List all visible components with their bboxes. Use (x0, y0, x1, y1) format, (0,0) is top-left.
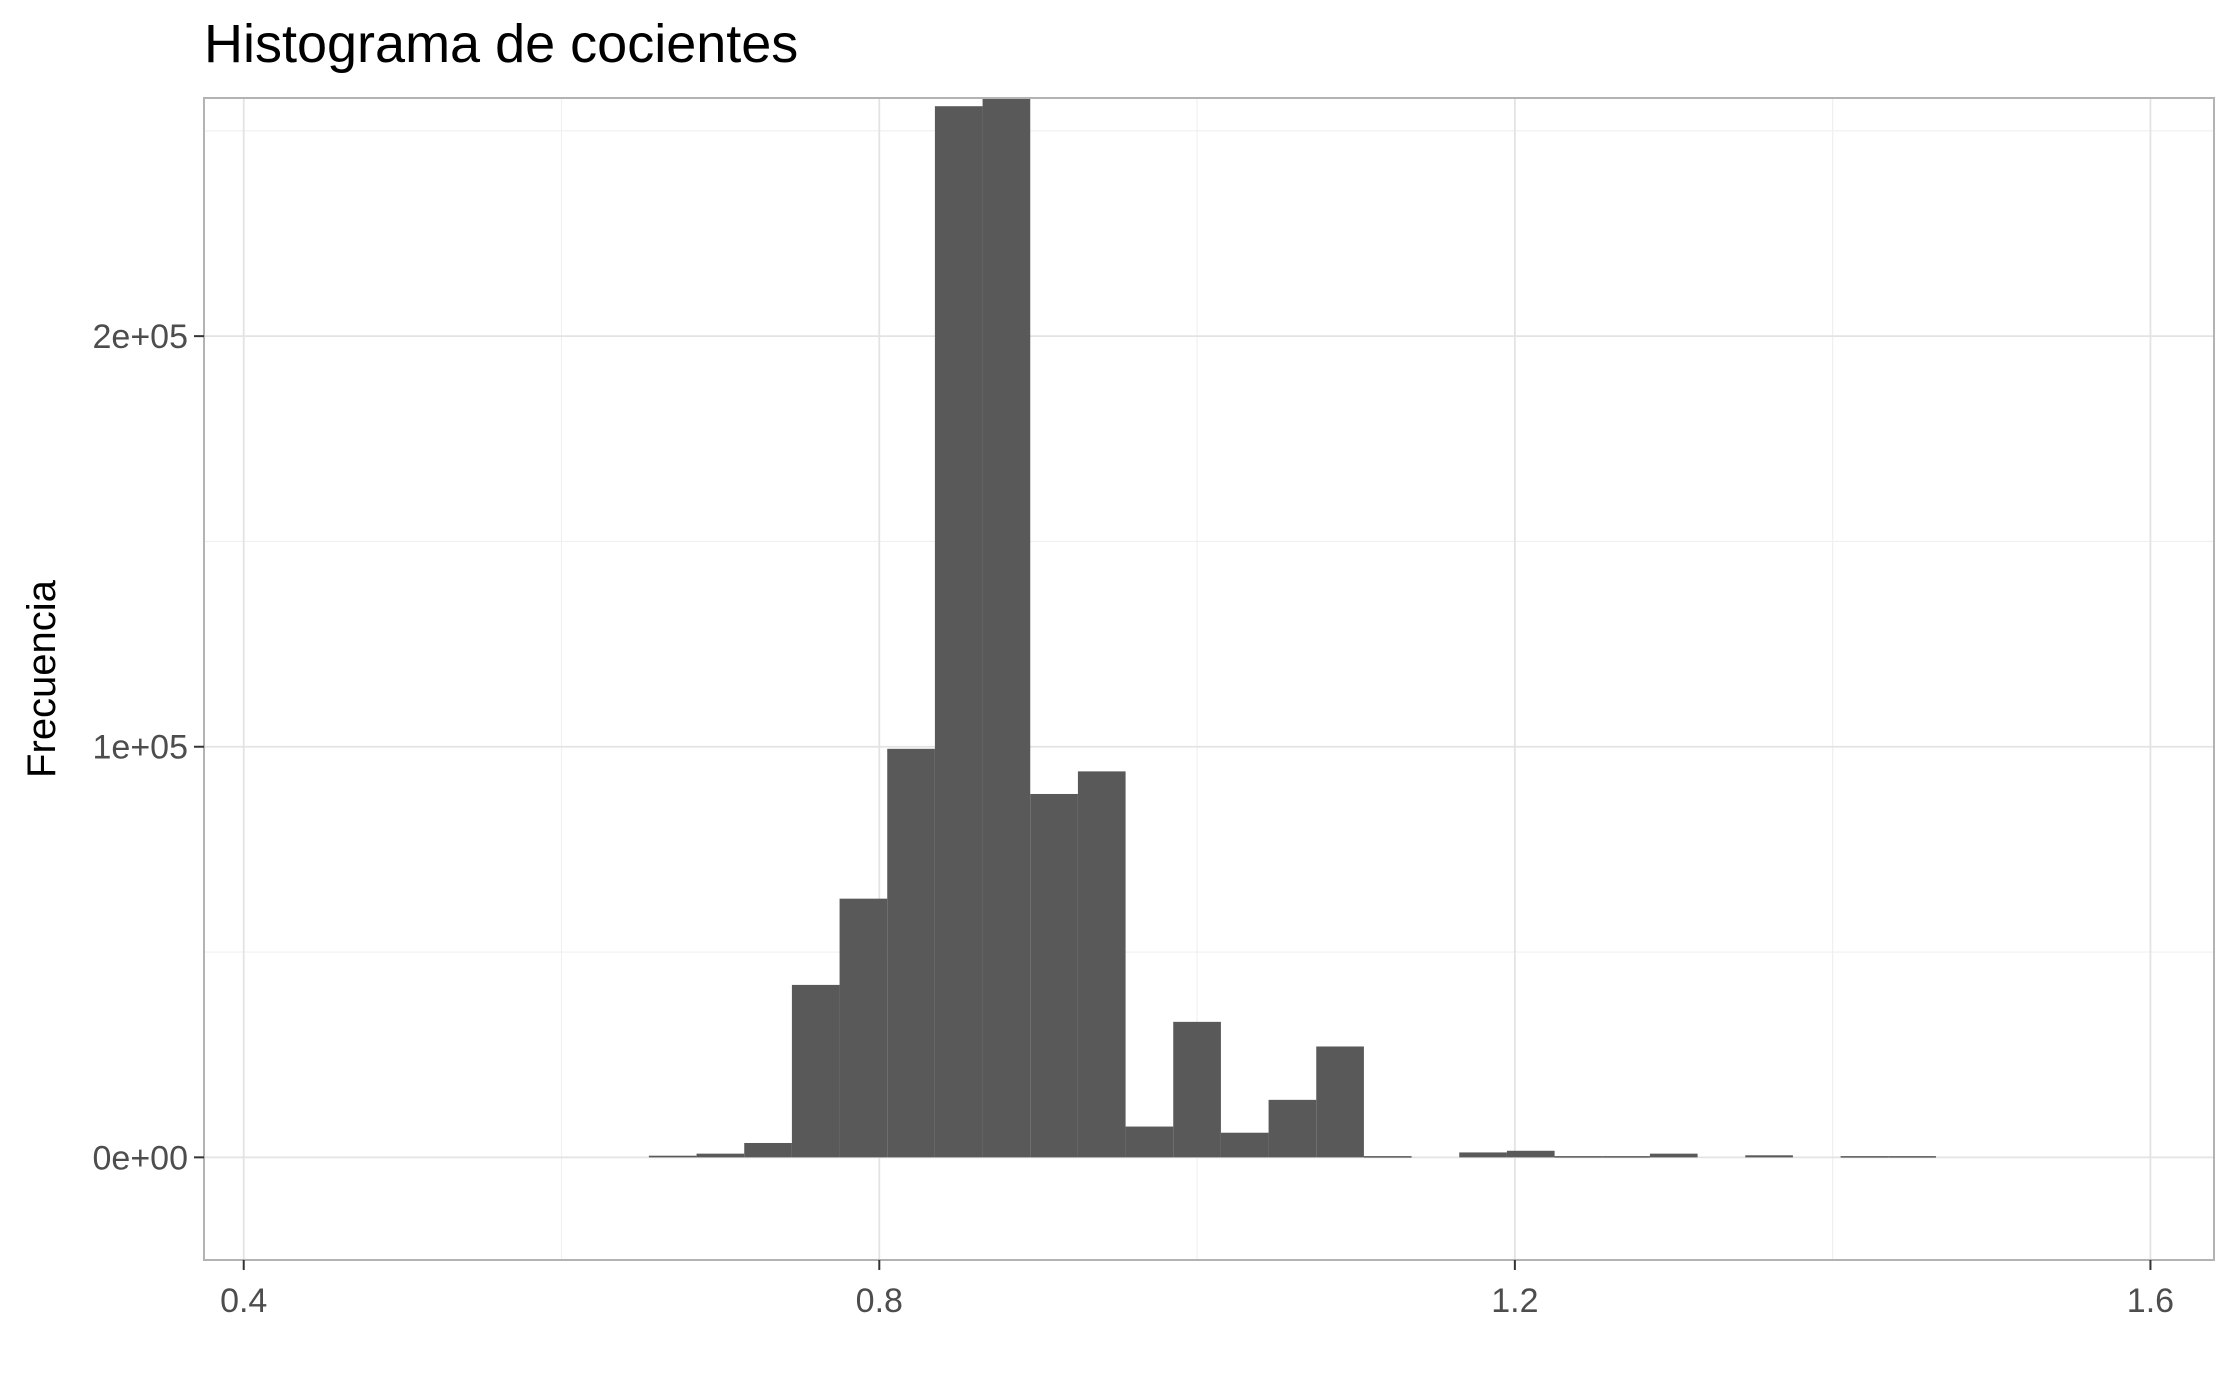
plot-border (203, 97, 2215, 1261)
histogram-bar (1125, 1126, 1174, 1158)
histogram-bar (1459, 1152, 1507, 1158)
histogram-bar (839, 898, 888, 1158)
histogram-bar (1554, 1156, 1603, 1158)
histogram-bar (982, 98, 1031, 1158)
x-axis: 0.4 0.8 1.2 1.6 (220, 1260, 2174, 1320)
histogram-bar (1840, 1156, 1889, 1158)
histogram-bar (934, 106, 983, 1158)
histogram-bar (887, 748, 935, 1158)
histogram-bar (1506, 1150, 1555, 1158)
x-tick-label: 0.4 (220, 1282, 267, 1320)
histogram-bar (648, 1155, 697, 1158)
histogram-bar (1363, 1156, 1412, 1158)
histogram-bars (648, 98, 1936, 1158)
minor-gridlines (204, 98, 2214, 1260)
histogram-bar (1649, 1153, 1698, 1158)
histogram-bar (1888, 1156, 1936, 1158)
x-tick-label: 0.8 (856, 1282, 903, 1320)
histogram-bar (1316, 1046, 1364, 1158)
histogram-bar (1220, 1132, 1269, 1158)
chart-title: Histograma de cocientes (204, 14, 798, 74)
y-axis-label: Frecuencia (20, 579, 64, 778)
y-tick-label: 2e+05 (93, 318, 189, 356)
histogram-bar (1745, 1155, 1793, 1158)
histogram-bar (744, 1142, 792, 1158)
y-axis: 0e+00 1e+05 2e+05 (93, 318, 204, 1177)
x-tick-label: 1.6 (2127, 1282, 2174, 1320)
histogram-bar (1030, 793, 1078, 1158)
y-tick-label: 1e+05 (93, 729, 189, 767)
histogram-bar (791, 984, 840, 1158)
x-tick-label: 1.2 (1491, 1282, 1538, 1320)
y-tick-label: 0e+00 (93, 1139, 189, 1177)
histogram-bar (1173, 1021, 1221, 1158)
histogram-bar (1077, 771, 1126, 1158)
histogram-bar (696, 1153, 745, 1158)
histogram-bar (1268, 1099, 1317, 1158)
histogram-bar (1602, 1156, 1650, 1158)
